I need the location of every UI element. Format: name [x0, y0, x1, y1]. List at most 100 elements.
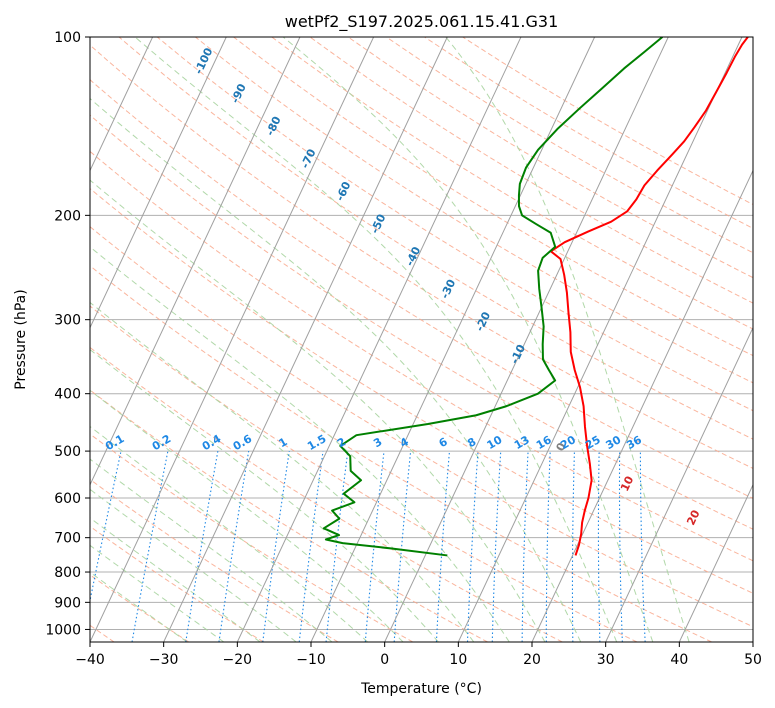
mixing-ratio-label: 10	[485, 433, 505, 452]
x-tick-label: 50	[744, 652, 762, 668]
mixing-ratio-label: 13	[512, 433, 532, 452]
mixing-ratio-line	[262, 451, 290, 642]
mixing-ratio-line	[545, 451, 551, 642]
dry-adiabat-line	[271, 37, 753, 330]
x-tick-label: −10	[296, 652, 326, 668]
x-tick-label: −30	[149, 652, 179, 668]
chart-title: wetPf2_S197.2025.061.15.41.G31	[285, 12, 559, 32]
y-tick-label: 1000	[45, 622, 81, 638]
dry-adiabat-line	[90, 305, 638, 642]
dry-adiabat-line	[90, 114, 753, 530]
x-axis-title: Temperature (°C)	[360, 681, 482, 697]
dry-adiabat-label: -60	[333, 179, 353, 203]
x-tick-label: 30	[597, 652, 615, 668]
moist-adiabat-line	[90, 425, 368, 642]
mixing-ratio-line	[185, 451, 219, 642]
dry-adiabat-line	[386, 37, 753, 254]
y-tick-label: 400	[54, 387, 81, 403]
moist-adiabat-line	[90, 458, 333, 642]
moist-adiabat-line	[282, 37, 654, 642]
isotherm-line	[678, 483, 753, 642]
y-axis-ticks: 1000 900 800 700 600 500 400 300 200 100	[45, 30, 90, 638]
isotherm-line	[752, 640, 753, 642]
dry-adiabat-line	[309, 37, 753, 304]
x-tick-label: 0	[380, 652, 389, 668]
isotherms	[0, 37, 753, 642]
moist-adiabat-line	[90, 517, 261, 642]
mixing-ratio-line	[131, 450, 169, 642]
y-tick-label: 100	[54, 30, 81, 46]
dry-adiabat-line	[195, 37, 753, 384]
dry-adiabat-label: -70	[298, 147, 318, 171]
y-tick-label: 900	[54, 595, 81, 611]
dry-adiabat-line	[90, 44, 753, 469]
moist-adiabat-label: 10	[618, 474, 636, 494]
y-tick-label: 500	[54, 444, 81, 460]
mixing-ratio-label: 3	[371, 435, 384, 450]
mixing-ratio-label: 0.4	[200, 432, 224, 453]
dry-adiabat-label: -90	[229, 81, 249, 105]
dry-adiabat-label: -30	[438, 277, 458, 301]
y-tick-label: 600	[54, 491, 81, 507]
dry-adiabat-line	[90, 187, 753, 594]
dry-adiabat-label: -100	[192, 45, 216, 76]
mixing-ratio-line	[435, 451, 451, 642]
dry-adiabat-line	[90, 433, 414, 642]
x-tick-label: −20	[223, 652, 253, 668]
dry-adiabats	[90, 37, 753, 642]
mixing-ratio-label: 1.5	[305, 432, 328, 453]
mixing-ratio-label: 16	[534, 433, 554, 452]
mixing-ratio-label: 0.2	[150, 432, 173, 453]
isotherm-line	[90, 37, 154, 172]
mixing-ratio-line	[364, 451, 385, 642]
moist-adiabat-line	[445, 37, 690, 642]
mixing-ratio-label: 0.6	[231, 432, 255, 453]
moist-adiabat-line	[90, 544, 225, 642]
moist-adiabat-line	[90, 348, 439, 642]
dry-adiabat-line	[90, 574, 190, 642]
isotherm-line	[310, 37, 596, 642]
isotherm-line	[605, 326, 753, 642]
dry-adiabat-line	[118, 37, 753, 440]
mixing-ratio-line	[393, 451, 412, 642]
mixing-ratio-line	[218, 451, 250, 642]
mixing-ratio-line	[90, 450, 122, 604]
moist-adiabat-line	[90, 179, 546, 642]
x-tick-label: 40	[670, 652, 688, 668]
dewpoint-line	[322, 37, 664, 557]
dry-adiabat-label: -40	[403, 244, 423, 268]
moist-adiabat-line	[90, 389, 404, 642]
isotherm-line	[0, 37, 79, 642]
dry-adiabat-line	[90, 79, 753, 499]
mixing-ratio-label: 6	[437, 435, 450, 450]
moist-adiabats	[90, 37, 690, 642]
dry-adiabat-label: -80	[263, 114, 283, 138]
mixing-ratio-line	[325, 451, 349, 642]
mixing-ratio-lines	[90, 450, 646, 642]
isotherm-line	[384, 37, 669, 642]
mixing-ratio-label: 1	[276, 435, 289, 450]
isotherm-line	[0, 37, 5, 642]
plot-area: -100-90-80-70-60-50-40-30-20-10010203040…	[0, 37, 753, 642]
y-tick-label: 800	[54, 565, 81, 581]
mixing-ratio-line	[597, 451, 601, 642]
x-tick-label: 10	[449, 652, 467, 668]
moist-adiabat-line	[90, 301, 475, 642]
dry-adiabat-line	[156, 37, 753, 412]
x-tick-label: −40	[75, 652, 105, 668]
mixing-ratio-label: 36	[624, 433, 644, 452]
moist-adiabat-line	[90, 246, 510, 642]
isotherm-line	[90, 37, 301, 487]
x-tick-label: 20	[523, 652, 541, 668]
x-axis-ticks: −40 −30 −20 −10 0 10 20 30 40 50	[75, 642, 762, 668]
dry-adiabat-line	[90, 525, 264, 642]
plot-frame	[89, 36, 754, 643]
mixing-ratio-line	[491, 451, 502, 642]
dry-adiabat-line	[462, 37, 753, 206]
isotherm-line	[90, 37, 375, 642]
isotherm-line	[457, 37, 743, 642]
isotherm-line	[163, 37, 448, 642]
moist-adiabat-label: 20	[684, 508, 702, 528]
mixing-ratio-line	[466, 451, 479, 642]
